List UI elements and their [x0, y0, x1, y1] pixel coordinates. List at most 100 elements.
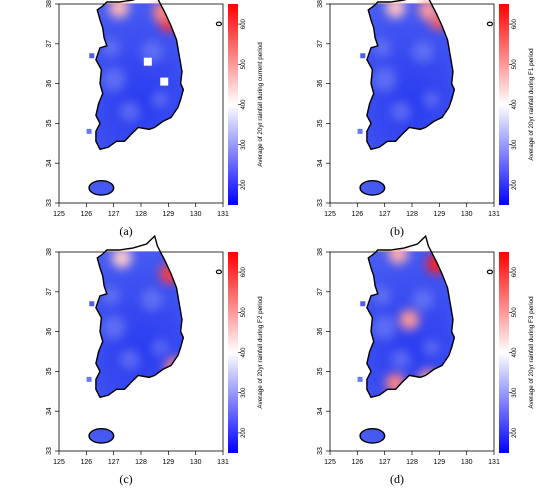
colorbar-tick-label: 300	[241, 387, 247, 398]
colorbar-label: Average of 20yr rainfall during F1 perio…	[528, 48, 535, 161]
y-tick-label: 35	[317, 119, 324, 127]
y-tick-label: 33	[46, 199, 53, 207]
y-tick-label: 33	[46, 447, 53, 455]
missing-cell	[160, 77, 169, 86]
y-tick-label: 36	[317, 80, 324, 88]
x-tick-label: 129	[433, 211, 445, 218]
ulleung-island	[486, 269, 493, 275]
panel-caption-d: (d)	[390, 472, 404, 486]
panel-caption-b: (b)	[390, 224, 404, 238]
map-panel: 125 126 127 128 129 130 131 33 34 35 36 37 38 200 300 4…	[317, 234, 535, 466]
y-tick-label: 35	[46, 367, 53, 375]
y-tick-label: 35	[46, 119, 53, 127]
colorbar-tick-label: 600	[512, 18, 518, 29]
x-tick-label: 130	[190, 459, 202, 466]
y-tick-label: 37	[46, 40, 53, 48]
x-tick-label: 128	[406, 211, 418, 218]
x-tick-label: 131	[217, 459, 229, 466]
x-tick-label: 125	[324, 459, 336, 466]
x-tick-label: 128	[135, 211, 147, 218]
y-tick-label: 36	[317, 328, 324, 336]
colorbar-tick-label: 200	[241, 427, 247, 438]
x-tick-label: 129	[433, 459, 445, 466]
x-tick-label: 128	[135, 459, 147, 466]
colorbar	[228, 4, 238, 205]
jeju-coastline	[359, 180, 386, 196]
colorbar-tick-label: 200	[512, 427, 518, 438]
y-tick-label: 38	[317, 248, 324, 256]
map-panel: 125 126 127 128 129 130 131 33 34 35 36 37 38 200 300 4…	[46, 0, 264, 218]
y-tick-label: 36	[46, 328, 53, 336]
x-tick-label: 126	[80, 459, 92, 466]
colorbar-tick-label: 500	[241, 307, 247, 318]
colorbar-tick-label: 400	[241, 99, 247, 110]
ulleung-island	[486, 21, 493, 27]
colorbar	[499, 252, 509, 453]
x-tick-label: 127	[379, 211, 391, 218]
panel-caption-a: (a)	[119, 224, 133, 238]
mainland-coastline	[95, 234, 185, 399]
rainfall-hotspot	[109, 0, 130, 18]
island-cell	[86, 128, 92, 134]
map-panel: 125 126 127 128 129 130 131 33 34 35 36 37 38 200 300 4…	[46, 234, 264, 466]
colorbar-tick-label: 400	[512, 99, 518, 110]
rainfall-hotspot	[399, 309, 420, 330]
colorbar-tick-label: 200	[241, 179, 247, 190]
mainland-coastline	[366, 234, 456, 399]
colorbar-tick-label: 300	[241, 139, 247, 150]
y-tick-label: 36	[46, 80, 53, 88]
y-tick-label: 37	[46, 288, 53, 296]
island-cell	[360, 301, 366, 307]
x-tick-label: 125	[53, 459, 65, 466]
y-tick-label: 33	[317, 199, 324, 207]
y-tick-label: 38	[317, 0, 324, 8]
y-tick-label: 34	[317, 407, 324, 415]
colorbar-tick-label: 500	[241, 59, 247, 70]
jeju-coastline	[88, 180, 115, 196]
colorbar-tick-label: 500	[512, 307, 518, 318]
jeju-coastline	[359, 428, 386, 444]
x-tick-label: 129	[162, 211, 174, 218]
map-panel: 125 126 127 128 129 130 131 33 34 35 36 37 38 200 300 4…	[317, 0, 535, 218]
y-tick-label: 38	[46, 248, 53, 256]
y-tick-label: 37	[317, 40, 324, 48]
ulleung-island	[215, 21, 222, 27]
colorbar	[228, 252, 238, 453]
x-tick-label: 131	[488, 211, 500, 218]
colorbar-tick-label: 200	[512, 179, 518, 190]
mainland-coastline	[95, 0, 185, 151]
x-tick-label: 126	[351, 459, 363, 466]
x-tick-label: 127	[108, 211, 120, 218]
colorbar-label: Average of 20yr rainfall during F2 perio…	[257, 296, 264, 409]
x-tick-label: 127	[108, 459, 120, 466]
y-tick-label: 33	[317, 447, 324, 455]
x-tick-label: 128	[406, 459, 418, 466]
panel-caption-c: (c)	[119, 472, 133, 486]
x-tick-label: 130	[190, 211, 202, 218]
island-cell	[357, 376, 363, 382]
island-cell	[360, 53, 366, 59]
y-tick-label: 35	[317, 367, 324, 375]
y-tick-label: 38	[46, 0, 53, 8]
colorbar	[499, 4, 509, 205]
y-tick-label: 34	[46, 159, 53, 167]
y-tick-label: 34	[317, 159, 324, 167]
y-tick-label: 37	[317, 288, 324, 296]
rainfall-hotspot	[111, 247, 132, 268]
rainfall-hotspot	[385, 0, 406, 18]
island-cell	[89, 301, 95, 307]
x-tick-label: 130	[461, 459, 473, 466]
island-cell	[86, 376, 92, 382]
colorbar-tick-label: 600	[241, 18, 247, 29]
x-tick-label: 130	[461, 211, 473, 218]
x-tick-label: 125	[53, 211, 65, 218]
colorbar-tick-label: 500	[512, 59, 518, 70]
jeju-coastline	[88, 428, 115, 444]
colorbar-label: Average of 20yr rainfall during F3 perio…	[528, 296, 535, 409]
colorbar-tick-label: 600	[512, 266, 518, 277]
x-tick-label: 127	[379, 459, 391, 466]
colorbar-label: Average of 20yr rainfall during current …	[257, 42, 264, 167]
colorbar-tick-label: 400	[512, 347, 518, 358]
x-tick-label: 125	[324, 211, 336, 218]
ulleung-island	[215, 269, 222, 275]
